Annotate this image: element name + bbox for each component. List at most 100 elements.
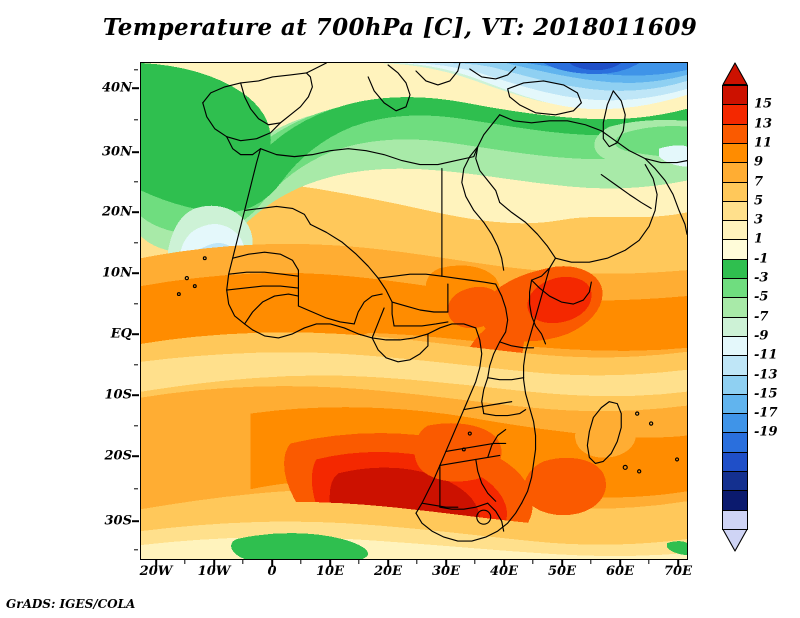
colorbar-label-11: 11: [754, 135, 773, 151]
xtick-10W: [213, 560, 215, 567]
colorbar-label-minus5: -5: [754, 289, 769, 305]
colorbar-swatch: [722, 451, 748, 473]
ytick-minor: [134, 364, 138, 366]
ylabel-10S: 10S: [104, 387, 132, 403]
colorbar-label-minus13: -13: [754, 367, 778, 382]
xtick-minor: [184, 560, 186, 564]
colorbar-label-13: 13: [754, 116, 773, 132]
xlabel-60E: 60E: [606, 564, 634, 579]
xlabel-10W: 10W: [197, 564, 231, 579]
xlabel-0: 0: [267, 564, 277, 579]
xtick-10E: [329, 560, 331, 567]
colorbar-label-minus7: -7: [754, 309, 769, 325]
colorbar: 15 13 11 9 7 5 3 1 -1 -3 -5 -7 -9 -11 -13 -15 -17 -19: [722, 62, 800, 554]
ytick-minor: [134, 425, 138, 427]
colorbar-cap-bottom: [722, 528, 748, 552]
colorbar-swatch: [722, 123, 748, 144]
colorbar-label-minus15: -15: [754, 386, 778, 402]
colorbar-label-3: 3: [754, 212, 764, 228]
ytick-20S: [132, 455, 139, 457]
colorbar-label-7: 7: [754, 174, 764, 189]
xtick-20W: [155, 560, 157, 567]
xlabel-30E: 30E: [432, 564, 460, 579]
colorbar-swatch: [722, 181, 748, 202]
xlabel-70E: 70E: [664, 564, 692, 579]
latitude-axis: 40N 30N 20N 10N EQ 10S 20S 30S: [0, 0, 139, 618]
grads-credit: GrADS: IGES/COLA: [6, 597, 136, 611]
xtick-minor: [648, 560, 650, 564]
xtick-minor: [416, 560, 418, 564]
colorbar-swatch: [722, 162, 748, 183]
ylabel-30N: 30N: [102, 144, 132, 160]
xtick-70E: [677, 560, 679, 567]
ytick-10N: [132, 272, 139, 274]
colorbar-label-minus11: -11: [754, 347, 778, 363]
colorbar-label-15: 15: [754, 96, 773, 112]
colorbar-swatch: [722, 393, 748, 415]
colorbar-swatch: [722, 432, 748, 453]
colorbar-swatch: [722, 509, 748, 530]
colorbar-swatch: [722, 471, 748, 492]
ytick-30S: [132, 520, 139, 522]
ytick-minor: [134, 242, 138, 244]
colorbar-label-1: 1: [754, 231, 764, 247]
colorbar-swatch: [722, 297, 748, 318]
colorbar-label-minus17: -17: [754, 405, 778, 421]
xlabel-10E: 10E: [316, 564, 344, 579]
xtick-20E: [387, 560, 389, 567]
ytick-minor: [134, 119, 138, 121]
ytick-minor: [134, 69, 138, 71]
xtick-40E: [503, 560, 505, 567]
xlabel-50E: 50E: [548, 564, 576, 579]
temperature-field: [141, 63, 687, 559]
ylabel-20N: 20N: [102, 204, 132, 220]
xtick-minor: [590, 560, 592, 564]
colorbar-cap-top: [722, 62, 748, 86]
xtick-minor: [242, 560, 244, 564]
colorbar-label-5: 5: [754, 193, 764, 209]
ylabel-30S: 30S: [104, 513, 132, 529]
ytick-minor: [134, 303, 138, 305]
ylabel-20S: 20S: [104, 448, 132, 464]
colorbar-swatch: [722, 258, 748, 280]
ytick-20N: [132, 211, 139, 213]
colorbar-label-minus1: -1: [754, 251, 769, 267]
colorbar-swatch: [722, 316, 748, 337]
colorbar-swatch: [722, 278, 748, 299]
colorbar-swatch: [722, 200, 748, 222]
map-plot-area: [140, 62, 688, 560]
ytick-10S: [132, 394, 139, 396]
colorbar-swatch: [722, 239, 748, 260]
ytick-minor: [134, 181, 138, 183]
xlabel-20E: 20E: [374, 564, 402, 579]
colorbar-label-minus3: -3: [754, 270, 769, 286]
colorbar-swatch: [722, 104, 748, 125]
colorbar-swatch: [722, 85, 748, 106]
xtick-minor: [358, 560, 360, 564]
ylabel-40N: 40N: [102, 80, 132, 96]
xtick-0: [271, 560, 273, 567]
chart-title: Temperature at 700hPa [C], VT: 201801160…: [102, 14, 698, 41]
ytick-40N: [132, 87, 139, 89]
colorbar-swatch: [722, 142, 748, 164]
xlabel-20W: 20W: [139, 564, 173, 579]
colorbar-swatch: [722, 413, 748, 434]
ytick-minor: [134, 549, 138, 551]
colorbar-label-minus9: -9: [754, 328, 769, 344]
xlabel-40E: 40E: [490, 564, 518, 579]
ytick-minor: [134, 488, 138, 490]
ylabel-EQ: EQ: [110, 326, 132, 342]
xtick-minor: [474, 560, 476, 564]
ytick-EQ: [132, 333, 139, 335]
xtick-minor: [532, 560, 534, 564]
colorbar-swatch: [722, 220, 748, 241]
colorbar-swatch: [722, 335, 748, 357]
xtick-minor: [300, 560, 302, 564]
ytick-30N: [132, 151, 139, 153]
xtick-30E: [445, 560, 447, 567]
xtick-50E: [561, 560, 563, 567]
colorbar-label-minus19: -19: [754, 424, 778, 440]
colorbar-label-9: 9: [754, 154, 764, 170]
colorbar-swatch: [722, 374, 748, 395]
